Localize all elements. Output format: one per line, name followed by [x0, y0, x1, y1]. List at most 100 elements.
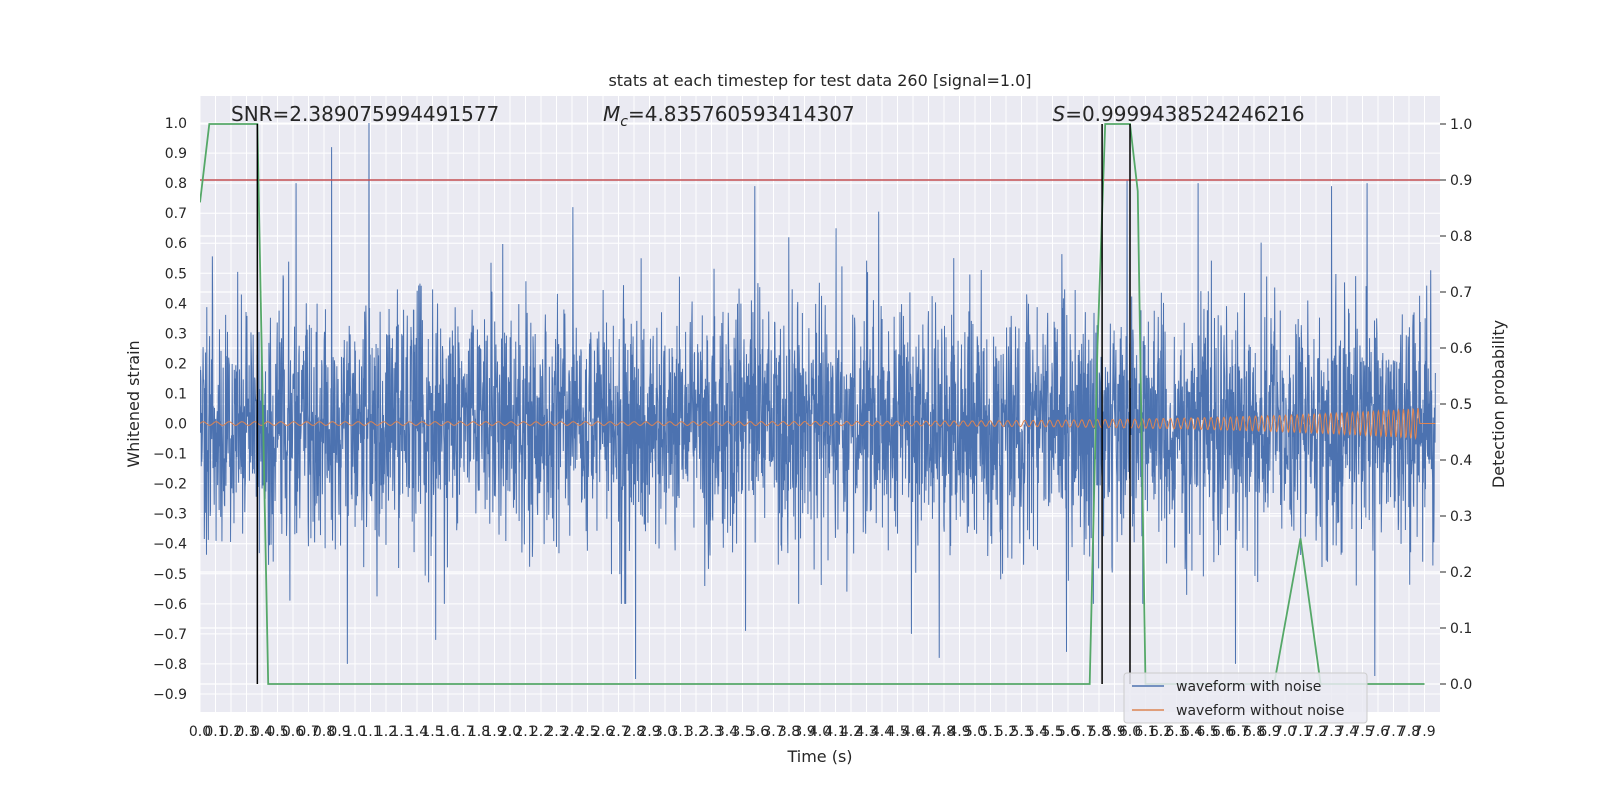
- x-tick-label: 7.3: [1320, 724, 1342, 740]
- x-tick-label: 2.1: [514, 724, 536, 740]
- x-tick-label: 2.6: [592, 724, 614, 740]
- x-tick-label: 7.2: [1305, 724, 1327, 740]
- x-tick-label: 6.7: [1227, 724, 1249, 740]
- x-tick-label: 3.9: [793, 724, 815, 740]
- annotation-s: S=0.9999438524246216: [1053, 102, 1305, 126]
- x-tick-label: 1.5: [421, 724, 443, 740]
- legend-box: [1123, 672, 1368, 724]
- x-tick-label: 3.4: [716, 724, 738, 740]
- x-tick-label: 0.1: [204, 724, 226, 740]
- y-tick-label: −0.5: [153, 567, 187, 583]
- x-tick-label: 5.0: [964, 724, 986, 740]
- y2-tick-label: 0.2: [1450, 565, 1472, 581]
- x-tick-label: 2.4: [561, 724, 583, 740]
- y-tick-label: −0.1: [153, 447, 187, 463]
- event-markers: [256, 124, 1131, 684]
- x-tick-label: 0.6: [282, 724, 304, 740]
- x-tick-label: 4.4: [871, 724, 893, 740]
- x-tick-label: 0.8: [313, 724, 335, 740]
- x-tick-label: 3.0: [654, 724, 676, 740]
- y-tick-label: 0.7: [165, 206, 187, 222]
- x-axis-label: Time (s): [786, 747, 852, 766]
- x-tick-label: 7.0: [1274, 724, 1296, 740]
- y-tick-label: −0.4: [153, 537, 187, 553]
- x-tick-label: 5.8: [1088, 724, 1110, 740]
- x-tick-label: 5.6: [1057, 724, 1079, 740]
- x-tick-label: 5.4: [1026, 724, 1048, 740]
- series-waveform-with-noise: [200, 123, 1436, 679]
- y2-tick-label: 1.0: [1450, 117, 1472, 133]
- x-tick-label: 0.7: [297, 724, 319, 740]
- legend-label-waveform-without-noise: waveform without noise: [1176, 703, 1344, 719]
- x-tick-label: 7.5: [1351, 724, 1373, 740]
- x-tick-label: 5.5: [1041, 724, 1063, 740]
- x-tick-label: 7.9: [1413, 724, 1435, 740]
- y2-tick-label: 0.5: [1450, 397, 1472, 413]
- y2-tick-label: 0.0: [1450, 677, 1472, 693]
- y-tick-label: 0.8: [165, 176, 187, 192]
- x-tick-label: 6.1: [1134, 724, 1156, 740]
- y2-tick-label: 0.3: [1450, 509, 1472, 525]
- x-tick-label: 6.9: [1258, 724, 1280, 740]
- x-tick-label: 2.5: [576, 724, 598, 740]
- x-tick-label: 2.8: [623, 724, 645, 740]
- annotations: SNR=2.389075994491577 Mc=4.8357605934143…: [231, 102, 1305, 130]
- annotation-snr: SNR=2.389075994491577: [231, 102, 499, 126]
- x-tick-label: 7.6: [1367, 724, 1389, 740]
- x-axis-ticks: 0.00.10.20.30.40.50.60.70.80.91.01.11.21…: [189, 724, 1436, 740]
- x-tick-label: 4.0: [809, 724, 831, 740]
- y-tick-label: −0.6: [153, 597, 187, 613]
- y-tick-label: 0.9: [165, 146, 187, 162]
- x-tick-label: 0.5: [266, 724, 288, 740]
- y-tick-label: 0.2: [165, 356, 187, 372]
- x-tick-label: 1.4: [406, 724, 428, 740]
- x-tick-label: 5.2: [995, 724, 1017, 740]
- legend: waveform with noise waveform without noi…: [1123, 672, 1368, 724]
- y-tick-label: −0.7: [153, 627, 187, 643]
- x-tick-label: 1.7: [452, 724, 474, 740]
- y-tick-label: 1.0: [165, 116, 187, 132]
- x-tick-label: 3.5: [731, 724, 753, 740]
- x-tick-label: 2.9: [638, 724, 660, 740]
- x-tick-label: 3.2: [685, 724, 707, 740]
- x-tick-label: 1.1: [359, 724, 381, 740]
- x-tick-label: 4.9: [948, 724, 970, 740]
- y-tick-label: 0.0: [165, 417, 187, 433]
- y-tick-label: 0.6: [165, 236, 187, 252]
- x-tick-label: 4.8: [933, 724, 955, 740]
- y-axis-ticks: −0.9 −0.8 −0.7 −0.6 −0.5 −0.4 −0.3 −0.2 −0.1 0.0 0…: [153, 116, 187, 703]
- chart-title: stats at each timestep for test data 260…: [608, 71, 1031, 90]
- plot-area: [200, 123, 1440, 685]
- x-tick-label: 5.3: [1010, 724, 1032, 740]
- x-tick-label: 4.7: [917, 724, 939, 740]
- annotation-s-value: =0.9999438524246216: [1065, 102, 1304, 126]
- x-tick-label: 1.9: [483, 724, 505, 740]
- x-tick-label: 6.8: [1243, 724, 1265, 740]
- x-tick-label: 2.2: [530, 724, 552, 740]
- x-tick-label: 0.2: [220, 724, 242, 740]
- x-tick-label: 6.4: [1181, 724, 1203, 740]
- x-tick-label: 5.9: [1103, 724, 1125, 740]
- x-tick-label: 3.7: [762, 724, 784, 740]
- x-tick-label: 4.1: [824, 724, 846, 740]
- y2-tick-label: 0.6: [1450, 341, 1472, 357]
- series-waveform-without-noise: [200, 407, 1436, 441]
- x-tick-label: 7.7: [1382, 724, 1404, 740]
- annotation-chirp-mass-symbol: M: [603, 102, 620, 126]
- annotation-chirp-mass-value: =4.835760593414307: [628, 102, 855, 126]
- x-tick-label: 6.2: [1150, 724, 1172, 740]
- x-tick-label: 1.6: [437, 724, 459, 740]
- x-tick-label: 5.7: [1072, 724, 1094, 740]
- y2-tick-label: 0.1: [1450, 621, 1472, 637]
- x-tick-label: 4.3: [855, 724, 877, 740]
- x-tick-label: 2.0: [499, 724, 521, 740]
- y-tick-label: 0.5: [165, 266, 187, 282]
- x-tick-label: 7.8: [1398, 724, 1420, 740]
- series-detection-probability: [200, 123, 1425, 685]
- y-tick-label: −0.9: [153, 687, 187, 703]
- x-tick-label: 3.1: [669, 724, 691, 740]
- x-tick-label: 3.6: [747, 724, 769, 740]
- y2-tick-label: 0.4: [1450, 453, 1472, 469]
- y-tick-label: 0.4: [165, 296, 187, 312]
